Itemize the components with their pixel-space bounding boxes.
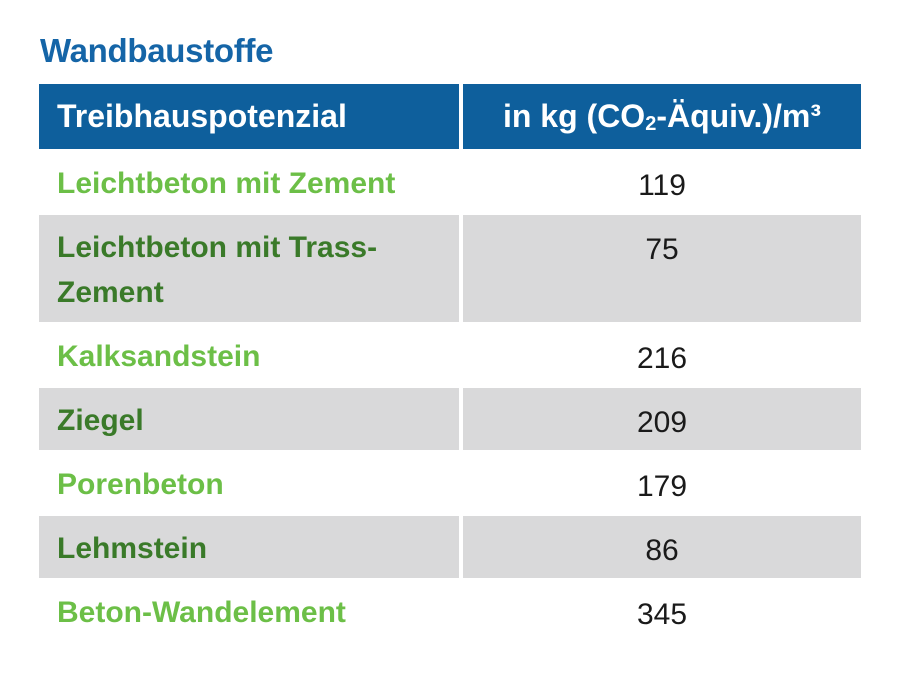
table-row: Leichtbeton mit Trass-Zement 75 [39,215,861,324]
table-header: Treibhauspotenzial in kg (CO 2 -Äquiv.)/m³ [39,84,861,151]
header-unit-suffix: -Äquiv.)/m³ [656,98,822,134]
row-label: Lehmstein [39,516,463,578]
header-unit-prefix: in kg (CO [502,98,646,134]
row-value: 345 [636,598,688,631]
row-label: Porenbeton [39,452,463,514]
row-label: Kalksandstein [39,324,463,386]
header-label-column: Treibhauspotenzial [39,84,463,149]
table-row: Lehmstein 86 [39,516,861,580]
table-row: Beton-Wandelement 345 [39,580,861,644]
table-row: Ziegel 209 [39,388,861,452]
row-label: Leichtbeton mit Trass-Zement [39,215,463,322]
row-value: 75 [463,215,861,322]
row-value: 209 [463,388,861,450]
table-row: Porenbeton 179 [39,452,861,516]
row-value: 216 [636,342,688,375]
row-label: Ziegel [39,388,463,450]
page-title: Wandbaustoffe [40,32,274,69]
header-unit-subscript: 2 [645,113,657,135]
table-row: Leichtbeton mit Zement 119 [39,151,861,215]
row-label: Beton-Wandelement [39,580,463,642]
row-value: 86 [463,516,861,578]
header-value-column: in kg (CO 2 -Äquiv.)/m³ [463,84,861,149]
table-row: Kalksandstein 216 [39,324,861,388]
row-label: Leichtbeton mit Zement [39,151,463,213]
emissions-table: Treibhauspotenzial in kg (CO 2 -Äquiv.)/m³… [39,84,861,644]
row-value: 179 [636,470,688,503]
row-value: 119 [638,169,686,202]
